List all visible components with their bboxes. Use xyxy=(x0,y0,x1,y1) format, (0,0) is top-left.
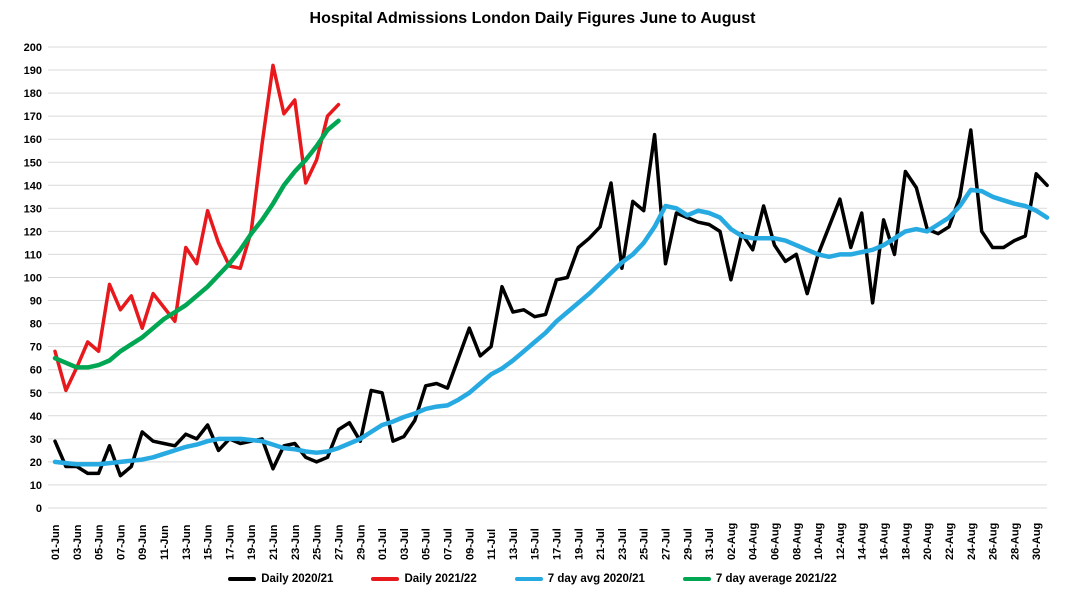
chart-title: Hospital Admissions London Daily Figures… xyxy=(309,10,756,27)
legend-item: 7 day avg 2020/21 xyxy=(514,573,645,585)
y-tick-label: 180 xyxy=(24,88,42,100)
x-tick-label: 13-Jul xyxy=(508,528,520,560)
x-tick-label: 07-Jun xyxy=(115,524,127,560)
x-tick-label: 18-Aug xyxy=(900,523,912,560)
y-tick-label: 0 xyxy=(36,503,42,515)
x-tick-label: 14-Aug xyxy=(857,523,869,560)
x-tick-label: 30-Aug xyxy=(1031,523,1043,560)
y-tick-label: 170 xyxy=(24,111,42,123)
y-tick-label: 70 xyxy=(30,342,42,354)
x-tick-label: 05-Jul xyxy=(421,528,433,560)
legend-label: 7 day avg 2020/21 xyxy=(547,573,645,585)
x-tick-label: 25-Jun xyxy=(312,524,324,560)
x-tick-label: 03-Jun xyxy=(72,524,84,560)
y-tick-label: 150 xyxy=(24,157,42,169)
series-line-7-day-avg-2020-21 xyxy=(52,187,1050,467)
x-tick-label: 17-Jul xyxy=(552,528,564,560)
x-tick-label: 22-Aug xyxy=(944,523,956,560)
y-tick-label: 40 xyxy=(30,411,42,423)
x-tick-label: 17-Jun xyxy=(224,524,236,560)
x-tick-label: 20-Aug xyxy=(922,523,934,560)
y-tick-label: 50 xyxy=(30,388,42,400)
x-tick-label: 09-Jun xyxy=(137,524,149,560)
x-tick-label: 21-Jul xyxy=(595,528,607,560)
x-tick-label: 07-Jul xyxy=(443,528,455,560)
x-tick-label: 03-Jul xyxy=(399,528,411,560)
y-tick-label: 20 xyxy=(30,457,42,469)
x-tick-label: 10-Aug xyxy=(813,523,825,560)
y-tick-label: 140 xyxy=(24,180,42,192)
x-tick-label: 21-Jun xyxy=(268,524,280,560)
legend-swatch xyxy=(682,577,711,581)
x-tick-label: 27-Jun xyxy=(334,524,346,560)
x-tick-label: 27-Jul xyxy=(661,528,673,560)
x-tick-label: 11-Jun xyxy=(159,525,171,560)
y-tick-label: 100 xyxy=(24,273,42,285)
y-tick-label: 130 xyxy=(24,203,42,215)
x-tick-label: 02-Aug xyxy=(726,523,738,560)
x-tick-label: 11-Jul xyxy=(486,529,498,560)
y-tick-label: 60 xyxy=(30,365,42,377)
x-tick-label: 24-Aug xyxy=(966,523,978,560)
x-tick-label: 23-Jun xyxy=(290,524,302,560)
legend-swatch xyxy=(514,577,543,581)
x-tick-label: 28-Aug xyxy=(1009,523,1021,560)
legend: Daily 2020/21 Daily 2021/22 7 day avg 2020… xyxy=(0,569,1065,589)
x-tick-label: 01-Jun xyxy=(50,524,62,560)
y-tick-label: 10 xyxy=(30,480,42,492)
legend-item: Daily 2020/21 xyxy=(228,573,333,585)
x-tick-label: 26-Aug xyxy=(988,523,1000,560)
x-tick-label: 29-Jul xyxy=(682,528,694,560)
x-tick-label: 13-Jun xyxy=(181,524,193,560)
legend-label: 7 day average 2021/22 xyxy=(715,573,837,585)
x-tick-label: 12-Aug xyxy=(835,523,847,560)
x-tick-label: 16-Aug xyxy=(879,523,891,560)
y-tick-label: 90 xyxy=(30,296,42,308)
y-tick-label: 30 xyxy=(30,434,42,446)
y-tick-label: 200 xyxy=(24,42,42,54)
x-tick-label: 31-Jul xyxy=(704,528,716,560)
x-tick-label: 19-Jun xyxy=(246,524,258,560)
y-tick-label: 190 xyxy=(24,65,42,77)
x-tick-label: 05-Jun xyxy=(94,524,106,560)
y-tick-label: 160 xyxy=(24,134,42,146)
x-tick-label: 01-Jul xyxy=(377,528,389,560)
series-line-7-day-average-2021-22 xyxy=(52,118,341,370)
legend-swatch xyxy=(228,577,257,581)
x-tick-label: 29-Jun xyxy=(355,524,367,560)
x-tick-label: 19-Jul xyxy=(573,528,585,560)
legend-item: 7 day average 2021/22 xyxy=(682,573,837,585)
x-tick-label: 25-Jul xyxy=(639,528,651,560)
y-tick-label: 110 xyxy=(24,249,42,261)
y-tick-label: 80 xyxy=(30,319,42,331)
legend-label: Daily 2021/22 xyxy=(404,573,477,585)
series-line-daily-2020-21 xyxy=(53,128,1049,478)
x-tick-label: 23-Jul xyxy=(617,528,629,560)
legend-label: Daily 2020/21 xyxy=(261,573,334,585)
y-tick-label: 120 xyxy=(24,226,42,238)
x-tick-label: 09-Jul xyxy=(464,528,476,560)
x-tick-label: 04-Aug xyxy=(748,523,760,560)
x-tick-label: 15-Jun xyxy=(203,524,215,560)
series-line-daily-2021-22 xyxy=(53,63,341,393)
x-tick-label: 06-Aug xyxy=(770,523,782,560)
x-tick-label: 15-Jul xyxy=(530,528,542,560)
x-tick-label: 08-Aug xyxy=(791,523,803,560)
legend-swatch xyxy=(371,577,400,581)
legend-item: Daily 2021/22 xyxy=(371,573,477,585)
